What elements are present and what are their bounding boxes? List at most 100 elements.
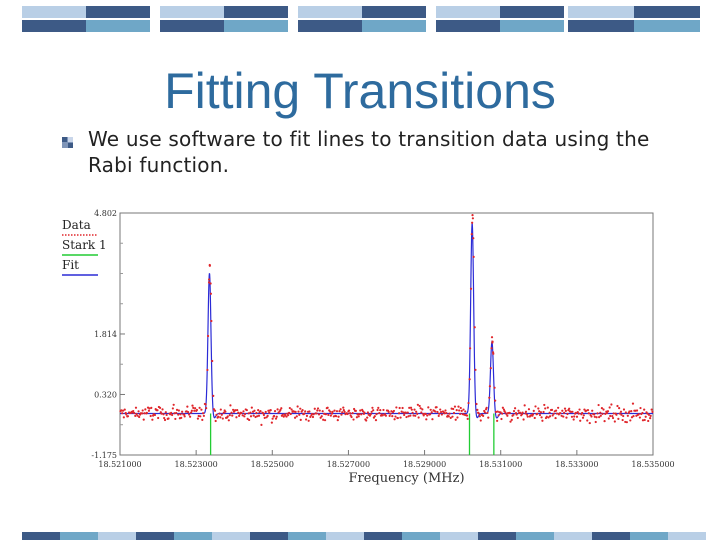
data-point bbox=[260, 423, 263, 427]
data-point bbox=[445, 411, 448, 415]
data-point bbox=[413, 408, 416, 411]
data-point bbox=[637, 413, 640, 416]
data-point bbox=[271, 417, 274, 420]
data-point bbox=[641, 419, 645, 422]
deco-segment bbox=[60, 532, 98, 540]
data-point bbox=[319, 416, 322, 419]
data-point bbox=[219, 416, 222, 419]
data-point bbox=[438, 412, 441, 415]
x-tick-label: 18.529000 bbox=[403, 460, 446, 469]
data-point bbox=[647, 413, 651, 416]
data-point bbox=[398, 406, 401, 410]
data-point bbox=[330, 412, 334, 415]
data-point bbox=[318, 409, 321, 412]
data-point bbox=[638, 416, 641, 419]
data-point bbox=[170, 411, 173, 414]
data-point bbox=[521, 411, 524, 414]
data-point bbox=[148, 407, 151, 410]
data-point bbox=[469, 347, 472, 350]
data-point bbox=[279, 408, 282, 412]
data-point bbox=[617, 417, 620, 420]
data-point bbox=[599, 414, 602, 417]
data-point bbox=[324, 413, 327, 416]
data-point bbox=[574, 411, 578, 414]
data-point bbox=[463, 413, 466, 416]
data-point bbox=[578, 408, 581, 411]
data-point bbox=[538, 413, 542, 417]
data-point bbox=[603, 420, 606, 423]
data-point bbox=[439, 408, 442, 411]
deco-segment bbox=[98, 532, 136, 540]
data-point bbox=[625, 421, 628, 424]
data-point bbox=[331, 410, 334, 413]
data-point bbox=[470, 233, 473, 236]
data-point bbox=[266, 414, 269, 417]
data-point bbox=[472, 237, 475, 240]
data-point bbox=[316, 407, 320, 410]
data-point bbox=[421, 408, 424, 411]
data-point bbox=[373, 415, 376, 418]
deco-segment bbox=[440, 532, 478, 540]
data-point bbox=[238, 414, 241, 417]
data-point bbox=[247, 412, 250, 415]
data-point bbox=[540, 416, 543, 419]
data-point bbox=[471, 217, 474, 220]
data-point bbox=[526, 415, 529, 418]
data-point bbox=[559, 412, 562, 415]
data-point bbox=[205, 407, 208, 410]
data-point bbox=[407, 415, 410, 418]
data-point bbox=[335, 415, 338, 418]
x-tick-label: 18.533000 bbox=[555, 460, 598, 469]
data-point bbox=[546, 406, 549, 409]
data-point bbox=[366, 411, 369, 414]
data-point bbox=[411, 411, 414, 414]
data-point bbox=[142, 418, 145, 421]
data-point bbox=[388, 414, 391, 417]
data-point bbox=[448, 412, 451, 415]
data-point bbox=[420, 411, 423, 414]
data-point bbox=[194, 407, 197, 410]
data-point bbox=[264, 410, 267, 414]
deco-block bbox=[160, 6, 288, 32]
data-point bbox=[175, 408, 179, 411]
data-point bbox=[459, 406, 462, 410]
data-point bbox=[338, 410, 341, 413]
data-point bbox=[516, 416, 519, 420]
data-point bbox=[491, 341, 494, 344]
data-point bbox=[241, 414, 244, 417]
data-point bbox=[343, 410, 346, 414]
data-point bbox=[187, 413, 191, 416]
data-point bbox=[227, 419, 230, 422]
data-point bbox=[257, 414, 261, 417]
data-point bbox=[298, 413, 301, 416]
data-point bbox=[165, 413, 168, 417]
data-point bbox=[246, 417, 249, 420]
data-point bbox=[392, 409, 396, 413]
deco-segment bbox=[554, 532, 592, 540]
data-point bbox=[477, 412, 481, 415]
data-point bbox=[472, 255, 475, 258]
data-point bbox=[560, 414, 563, 417]
data-point bbox=[215, 413, 218, 416]
data-point bbox=[378, 411, 381, 415]
data-point bbox=[545, 415, 548, 418]
data-point bbox=[313, 407, 316, 410]
data-point bbox=[320, 415, 323, 418]
data-point bbox=[612, 412, 615, 415]
deco-segment bbox=[402, 532, 440, 540]
data-point bbox=[301, 408, 304, 412]
data-point bbox=[137, 410, 140, 413]
data-point bbox=[395, 406, 398, 409]
data-point bbox=[587, 412, 590, 415]
data-point bbox=[341, 411, 344, 414]
data-point bbox=[595, 416, 598, 419]
x-axis-label: Frequency (MHz) bbox=[348, 471, 464, 486]
data-point bbox=[508, 411, 511, 414]
data-point bbox=[416, 403, 419, 406]
data-point bbox=[435, 406, 438, 409]
data-point bbox=[303, 412, 306, 415]
data-point bbox=[121, 412, 124, 415]
data-point bbox=[409, 414, 412, 417]
data-point bbox=[135, 412, 138, 416]
data-point bbox=[375, 413, 378, 416]
